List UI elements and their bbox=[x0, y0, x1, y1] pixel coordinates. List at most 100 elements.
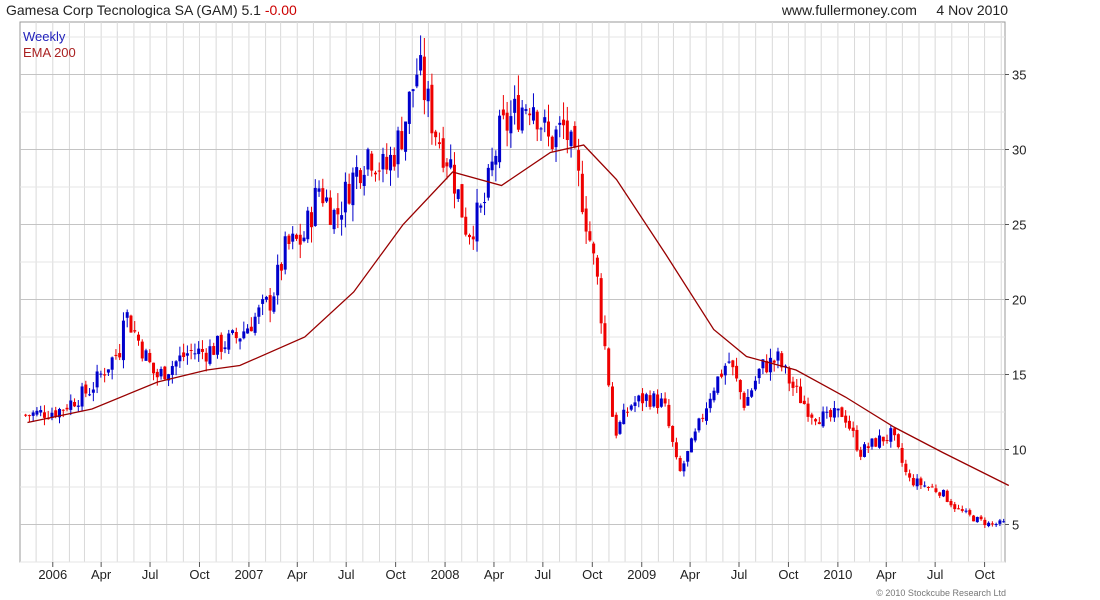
candle-body bbox=[979, 516, 983, 520]
candle-body bbox=[862, 444, 866, 457]
candle-body bbox=[607, 348, 611, 386]
candle-body bbox=[204, 352, 208, 362]
candle-body bbox=[178, 355, 182, 362]
candle-body bbox=[592, 243, 596, 254]
candle-body bbox=[520, 107, 524, 131]
candle-body bbox=[960, 509, 964, 511]
candle-body bbox=[317, 188, 321, 192]
candle-body bbox=[411, 89, 415, 92]
candle-body bbox=[923, 485, 927, 487]
candle-body bbox=[189, 350, 193, 352]
candle-body bbox=[42, 412, 46, 418]
candle-body bbox=[528, 113, 532, 116]
candle-body bbox=[140, 341, 144, 359]
chart-legend: Weekly EMA 200 bbox=[23, 29, 76, 61]
candle-body bbox=[39, 410, 43, 413]
candle-body bbox=[881, 436, 885, 442]
candle-body bbox=[701, 417, 705, 419]
candle-body bbox=[889, 428, 893, 442]
candle-body bbox=[580, 173, 584, 213]
candle-body bbox=[460, 184, 464, 218]
candle-body bbox=[659, 398, 663, 407]
candle-body bbox=[159, 368, 163, 377]
candle-body bbox=[569, 131, 573, 147]
x-tick-label: 2007 bbox=[234, 567, 263, 582]
candle-body bbox=[257, 307, 261, 317]
candle-body bbox=[452, 164, 456, 194]
candle-body bbox=[968, 510, 972, 515]
candle-body bbox=[468, 234, 472, 238]
candle-body bbox=[543, 117, 547, 123]
x-tick-label: Apr bbox=[680, 567, 701, 582]
candle-body bbox=[54, 410, 58, 417]
candle-body bbox=[908, 473, 912, 478]
candle-body bbox=[614, 414, 618, 436]
candle-body bbox=[524, 109, 528, 111]
candle-body bbox=[95, 371, 99, 388]
candle-body bbox=[219, 334, 223, 352]
candle-body bbox=[389, 154, 393, 171]
candle-body bbox=[464, 216, 468, 235]
candle-body bbox=[505, 112, 509, 131]
candle-body bbox=[76, 405, 80, 407]
candle-body bbox=[704, 408, 708, 421]
candle-body bbox=[893, 428, 897, 436]
candle-body bbox=[641, 393, 645, 404]
candle-body bbox=[276, 264, 280, 296]
x-tick-label: 2009 bbox=[627, 567, 656, 582]
candle-body bbox=[652, 393, 656, 407]
candle-body bbox=[516, 95, 520, 130]
x-tick-label: Oct bbox=[778, 567, 799, 582]
candle-body bbox=[234, 331, 238, 339]
candle-body bbox=[35, 410, 39, 415]
candle-body bbox=[27, 415, 31, 417]
x-tick-label: Oct bbox=[582, 567, 603, 582]
candle-body bbox=[358, 170, 362, 184]
candle-body bbox=[953, 504, 957, 510]
candle-body bbox=[24, 414, 28, 416]
legend-ema: EMA 200 bbox=[23, 45, 76, 60]
candle-body bbox=[599, 278, 603, 324]
candle-body bbox=[565, 120, 569, 141]
candle-body bbox=[768, 357, 772, 373]
candle-body bbox=[866, 446, 870, 448]
candle-body bbox=[795, 385, 799, 387]
x-tick-label: Apr bbox=[91, 567, 112, 582]
candle-body bbox=[911, 477, 915, 486]
candle-body bbox=[57, 408, 61, 418]
candle-body bbox=[618, 422, 622, 434]
candle-body bbox=[407, 91, 411, 124]
candle-body bbox=[972, 515, 976, 522]
candle-body bbox=[110, 357, 114, 370]
candle-body bbox=[844, 415, 848, 423]
candle-body bbox=[185, 353, 189, 356]
candle-body bbox=[321, 188, 325, 204]
candle-body bbox=[65, 407, 69, 410]
x-tick-label: Jul bbox=[731, 567, 748, 582]
candle-body bbox=[964, 510, 968, 512]
candle-body bbox=[174, 361, 178, 367]
x-tick-label: Oct bbox=[189, 567, 210, 582]
candle-body bbox=[88, 394, 92, 396]
x-tick-label: Apr bbox=[484, 567, 505, 582]
candle-body bbox=[727, 361, 731, 363]
candle-body bbox=[836, 408, 840, 411]
candle-body bbox=[486, 167, 490, 198]
candle-body bbox=[855, 429, 859, 451]
candle-body bbox=[625, 411, 629, 413]
x-tick-label: Jul bbox=[142, 567, 159, 582]
chart-date: 4 Nov 2010 bbox=[936, 2, 1008, 18]
candle-body bbox=[294, 234, 298, 239]
candle-body bbox=[562, 119, 566, 126]
candle-body bbox=[133, 330, 137, 332]
candle-body bbox=[708, 398, 712, 409]
candle-body bbox=[400, 131, 404, 150]
candle-body bbox=[859, 450, 863, 457]
candle-body bbox=[385, 156, 389, 170]
candle-body bbox=[930, 486, 934, 488]
candle-body bbox=[588, 231, 592, 241]
candle-body bbox=[919, 478, 923, 486]
x-tick-label: Jul bbox=[535, 567, 552, 582]
candle-body bbox=[351, 172, 355, 206]
candle-body bbox=[148, 352, 152, 363]
